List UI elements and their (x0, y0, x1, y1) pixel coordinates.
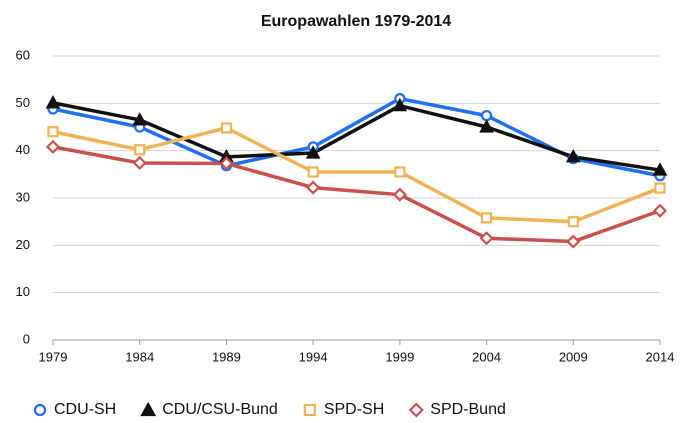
marker (132, 112, 148, 126)
x-tick-label: 1979 (39, 349, 68, 364)
marker (47, 126, 59, 138)
x-tick-label: 1989 (212, 349, 241, 364)
y-tick-label: 20 (16, 237, 30, 252)
marker (306, 180, 321, 195)
chart-title: Europawahlen 1979-2014 (261, 13, 451, 30)
marker (219, 156, 234, 171)
series-line (52, 101, 661, 172)
x-tick-label: 2004 (472, 349, 501, 364)
legend-marker (408, 402, 424, 418)
y-tick-label: 30 (16, 189, 30, 204)
marker (652, 162, 668, 176)
y-tick-label: 40 (16, 142, 30, 157)
x-tick-label: 1994 (299, 349, 328, 364)
y-tick-label: 60 (16, 47, 30, 62)
marker (479, 119, 494, 133)
x-tick-label: 1999 (385, 349, 414, 364)
marker (132, 155, 147, 171)
marker (305, 145, 321, 159)
x-tick-label: 2014 (646, 349, 675, 364)
y-tick-label: 0 (23, 331, 30, 346)
marker (134, 144, 146, 156)
y-tick-label: 50 (16, 95, 30, 110)
marker (566, 234, 581, 249)
marker (392, 97, 408, 112)
marker (480, 212, 493, 224)
marker (567, 216, 579, 228)
marker (307, 166, 319, 178)
legend-marker (303, 403, 316, 417)
marker (654, 182, 666, 194)
legend-label: SPD-SH (324, 401, 384, 418)
legend-label: SPD-Bund (430, 401, 506, 418)
marker (392, 187, 407, 202)
x-tick-label: 2009 (559, 349, 588, 364)
series-line (52, 126, 661, 224)
marker (45, 139, 61, 154)
marker (479, 231, 494, 246)
marker (394, 166, 406, 178)
marker (45, 95, 61, 109)
legend-marker (140, 401, 157, 417)
marker (652, 203, 668, 218)
legend-marker (33, 403, 47, 417)
y-tick-label: 10 (16, 284, 30, 299)
marker (220, 122, 233, 134)
marker (565, 149, 581, 163)
x-tick-label: 1984 (125, 349, 154, 364)
legend-label: CDU/CSU-Bund (162, 401, 278, 418)
legend-label: CDU-SH (54, 401, 116, 418)
marker (480, 110, 493, 122)
series-line (52, 145, 661, 244)
